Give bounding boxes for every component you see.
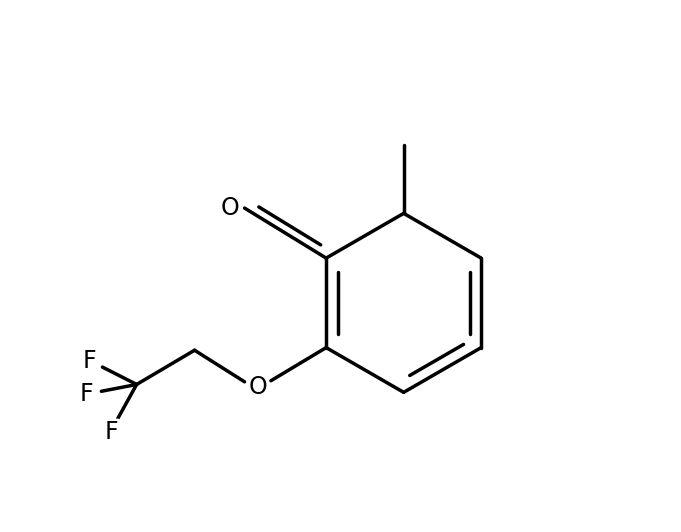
Text: F: F [80,382,93,406]
Text: O: O [249,375,267,399]
Text: F: F [105,420,118,444]
Text: F: F [82,349,96,373]
Text: O: O [221,196,239,220]
